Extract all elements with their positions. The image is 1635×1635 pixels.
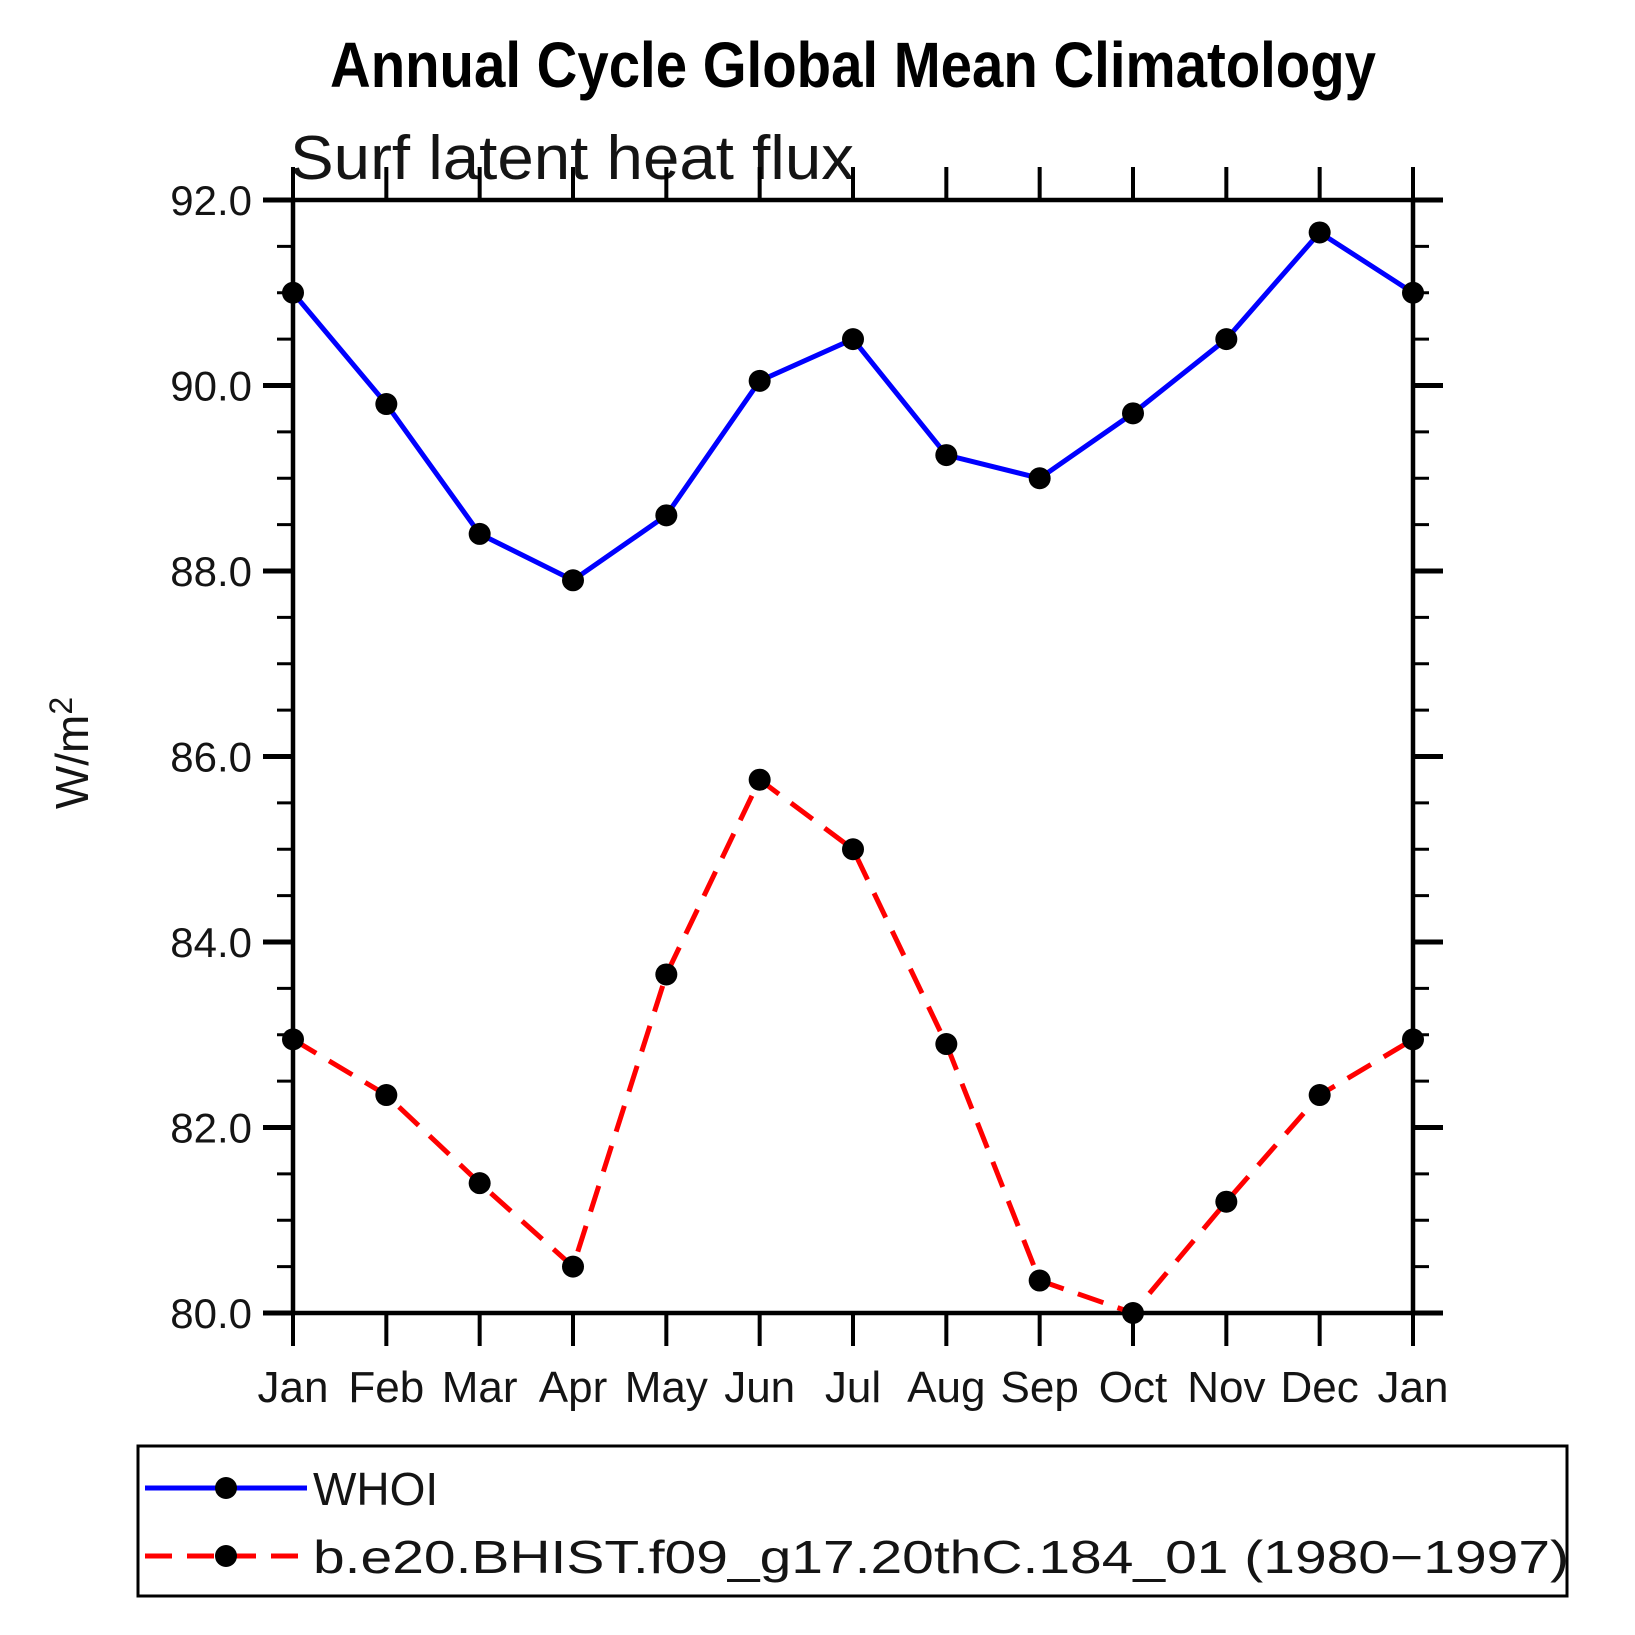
y-tick-label: 92.0 [170,177,252,224]
month-label: Feb [348,1363,424,1412]
y-tick-label: 90.0 [170,363,252,410]
plot-frame [290,197,1416,1316]
data-series [282,221,1424,1324]
legend-box [136,1444,1569,1598]
data-point-marker [1028,1269,1051,1292]
legend-marker [215,1545,237,1567]
month-label: Oct [1099,1363,1167,1412]
month-label: Jul [825,1363,881,1412]
data-point-marker [655,963,678,986]
data-point-marker [282,1028,304,1051]
data-point-marker [1308,221,1331,244]
month-label: Jan [258,1363,329,1412]
y-tick-label: 80.0 [170,1290,252,1337]
data-point-marker [562,1255,584,1278]
chart-title: Annual Cycle Global Mean Climatology [330,29,1376,101]
legend-label: WHOI [313,1463,438,1515]
month-label: Mar [442,1363,518,1412]
month-label: Jun [724,1363,795,1412]
data-point-marker [748,768,771,791]
data-point-marker [1215,1190,1238,1213]
data-point-marker [468,1172,491,1195]
y-tick-label: 84.0 [170,919,252,966]
month-label: Jan [1378,1363,1449,1412]
data-point-marker [468,522,491,545]
data-point-marker [375,1084,398,1107]
series-0-line [291,229,1415,584]
data-point-marker [655,504,678,527]
month-label: Sep [1001,1363,1079,1412]
data-point-marker [1402,1028,1424,1051]
month-label: May [625,1363,708,1412]
axis-ticks [263,167,1443,1346]
series-0 [282,221,1424,592]
month-label: Aug [907,1363,985,1412]
data-point-marker [282,281,304,304]
data-point-marker [1122,402,1144,425]
y-tick-label: 86.0 [170,734,252,781]
data-point-marker [1028,467,1051,490]
data-point-marker [1402,281,1424,304]
legend-marker [215,1477,237,1499]
legend-items: WHOI b.e20.BHIST.f09_g17.20thC.184_01 (19… [145,1463,1569,1583]
data-point-marker [748,369,771,392]
y-tick-label: 82.0 [170,1105,252,1152]
legend-label: b.e20.BHIST.f09_g17.20thC.184_01 (1980−1… [313,1531,1569,1583]
data-point-marker [1215,328,1238,351]
month-label: Apr [539,1363,607,1412]
x-tick-labels: Jan Feb Mar Apr May Jun Jul Aug Sep Oct Nov Dec Jan [258,1363,1449,1412]
month-label: Dec [1281,1363,1359,1412]
series-1 [282,768,1424,1324]
y-axis-label: W/m2 [43,697,98,809]
data-point-marker [1308,1084,1331,1107]
data-point-marker [842,838,864,861]
data-point-marker [1122,1302,1144,1324]
y-tick-label: 88.0 [170,548,252,595]
month-label: Nov [1187,1363,1265,1412]
data-point-marker [842,328,864,351]
legend: WHOI b.e20.BHIST.f09_g17.20thC.184_01 (19… [136,1444,1569,1598]
data-point-marker [935,1033,958,1056]
data-point-marker [935,444,958,467]
data-point-marker [562,569,584,592]
data-point-marker [375,393,398,416]
y-tick-labels: 80.0 82.0 84.0 86.0 88.0 90.0 92.0 [170,177,252,1337]
